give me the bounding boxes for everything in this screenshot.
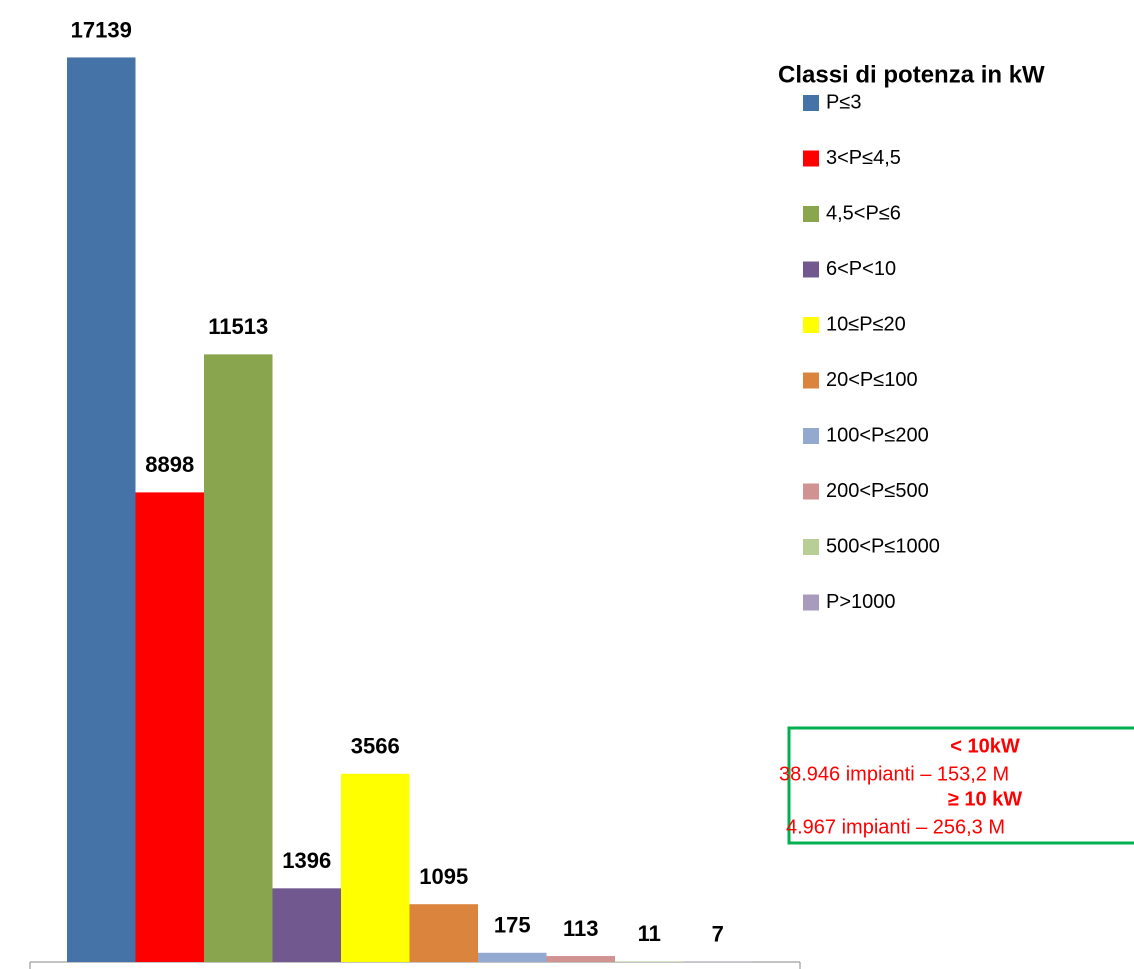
legend-swatch xyxy=(803,95,819,111)
legend-swatch xyxy=(803,372,819,389)
bar xyxy=(135,492,204,962)
bar xyxy=(409,904,478,962)
bar xyxy=(204,354,273,962)
annotation: 4.967 impianti – 256,3 M xyxy=(786,816,1005,838)
legend-label: 10≤P≤20 xyxy=(826,313,906,335)
bar xyxy=(272,888,341,962)
data-label: 8898 xyxy=(145,452,194,477)
legend-swatch xyxy=(803,261,819,278)
legend-swatch xyxy=(803,317,819,333)
legend-label: 20<P≤100 xyxy=(826,369,918,391)
data-label: 11 xyxy=(638,921,661,946)
data-label: 175 xyxy=(494,913,531,938)
legend-label: P≤3 xyxy=(826,91,861,113)
bar xyxy=(341,773,410,962)
legend-title: Classi di potenza in kW xyxy=(778,61,1045,88)
data-label: 113 xyxy=(563,916,599,941)
legend-label: 100<P≤200 xyxy=(826,424,929,446)
annotation: < 10kW xyxy=(950,735,1020,757)
bar xyxy=(615,961,684,962)
legend-label: P>1000 xyxy=(826,591,896,613)
data-label: 1095 xyxy=(419,864,468,889)
annotation: 38.946 impianti – 153,2 M xyxy=(779,763,1009,785)
annotation: ≥ 10 kW xyxy=(948,788,1022,810)
legend-label: 3<P≤4,5 xyxy=(826,147,901,169)
legend-label: 6<P<10 xyxy=(826,258,896,280)
legend-swatch xyxy=(803,428,819,444)
legend-label: 500<P≤1000 xyxy=(826,535,940,557)
legend-label: 200<P≤500 xyxy=(826,480,929,502)
data-label: 17139 xyxy=(71,17,132,42)
bar xyxy=(67,57,136,963)
data-label: 11513 xyxy=(208,314,268,339)
legend-swatch xyxy=(803,539,819,555)
bar xyxy=(478,952,547,962)
data-label: 7 xyxy=(712,921,724,946)
legend-swatch xyxy=(803,150,819,167)
legend-swatch xyxy=(803,206,819,222)
bar xyxy=(546,956,615,962)
data-label: 1396 xyxy=(282,848,331,873)
legend-label: 4,5<P≤6 xyxy=(826,202,901,224)
annotation-box xyxy=(787,726,1134,845)
data-label: 3566 xyxy=(351,734,400,759)
legend-swatch xyxy=(803,483,819,500)
legend-swatch xyxy=(803,594,819,611)
